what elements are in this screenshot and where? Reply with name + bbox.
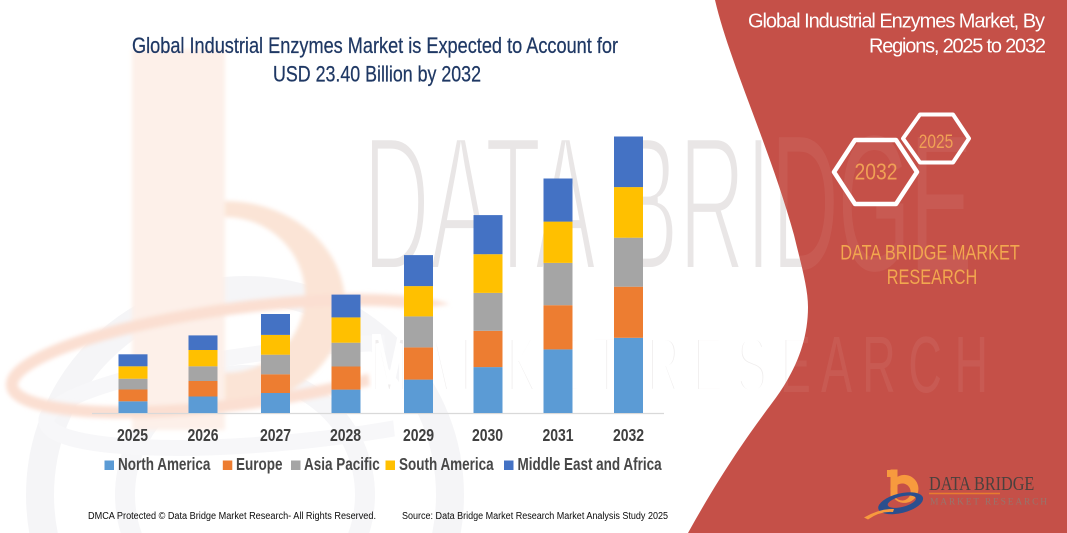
svg-text:2032: 2032 bbox=[613, 427, 644, 446]
svg-text:Europe: Europe bbox=[236, 455, 283, 474]
svg-text:DATA BRIDGE: DATA BRIDGE bbox=[929, 472, 1034, 494]
svg-text:Middle East and Africa: Middle East and Africa bbox=[518, 455, 662, 474]
svg-text:2025: 2025 bbox=[919, 130, 954, 152]
svg-text:Global Industrial Enzymes Mark: Global Industrial Enzymes Market, By bbox=[748, 11, 1045, 33]
svg-text:DATA BRIDGE MARKET: DATA BRIDGE MARKET bbox=[840, 241, 1020, 265]
svg-text:2027: 2027 bbox=[260, 427, 291, 446]
svg-text:2025: 2025 bbox=[117, 427, 148, 446]
svg-text:2030: 2030 bbox=[472, 427, 503, 446]
svg-text:USD 23.40 Billion by 2032: USD 23.40 Billion by 2032 bbox=[273, 62, 481, 87]
svg-text:Global Industrial Enzymes Mark: Global Industrial Enzymes Market is Expe… bbox=[132, 33, 618, 58]
svg-text:2031: 2031 bbox=[542, 427, 573, 446]
svg-text:2026: 2026 bbox=[187, 427, 218, 446]
svg-text:South America: South America bbox=[399, 455, 494, 474]
svg-text:RESEARCH: RESEARCH bbox=[887, 266, 978, 290]
svg-text:Source: Data Bridge Market Res: Source: Data Bridge Market Research Mark… bbox=[402, 511, 668, 522]
svg-text:2028: 2028 bbox=[330, 427, 361, 446]
svg-text:Asia Pacific: Asia Pacific bbox=[304, 455, 380, 474]
svg-text:2029: 2029 bbox=[403, 427, 434, 446]
svg-text:North America: North America bbox=[118, 455, 211, 474]
svg-text:Regions, 2025 to 2032: Regions, 2025 to 2032 bbox=[869, 36, 1046, 58]
svg-text:MARKET RESEARCH: MARKET RESEARCH bbox=[930, 498, 1049, 508]
svg-text:DMCA Protected © Data Bridge M: DMCA Protected © Data Bridge Market Rese… bbox=[88, 511, 376, 522]
svg-text:2032: 2032 bbox=[855, 159, 898, 185]
